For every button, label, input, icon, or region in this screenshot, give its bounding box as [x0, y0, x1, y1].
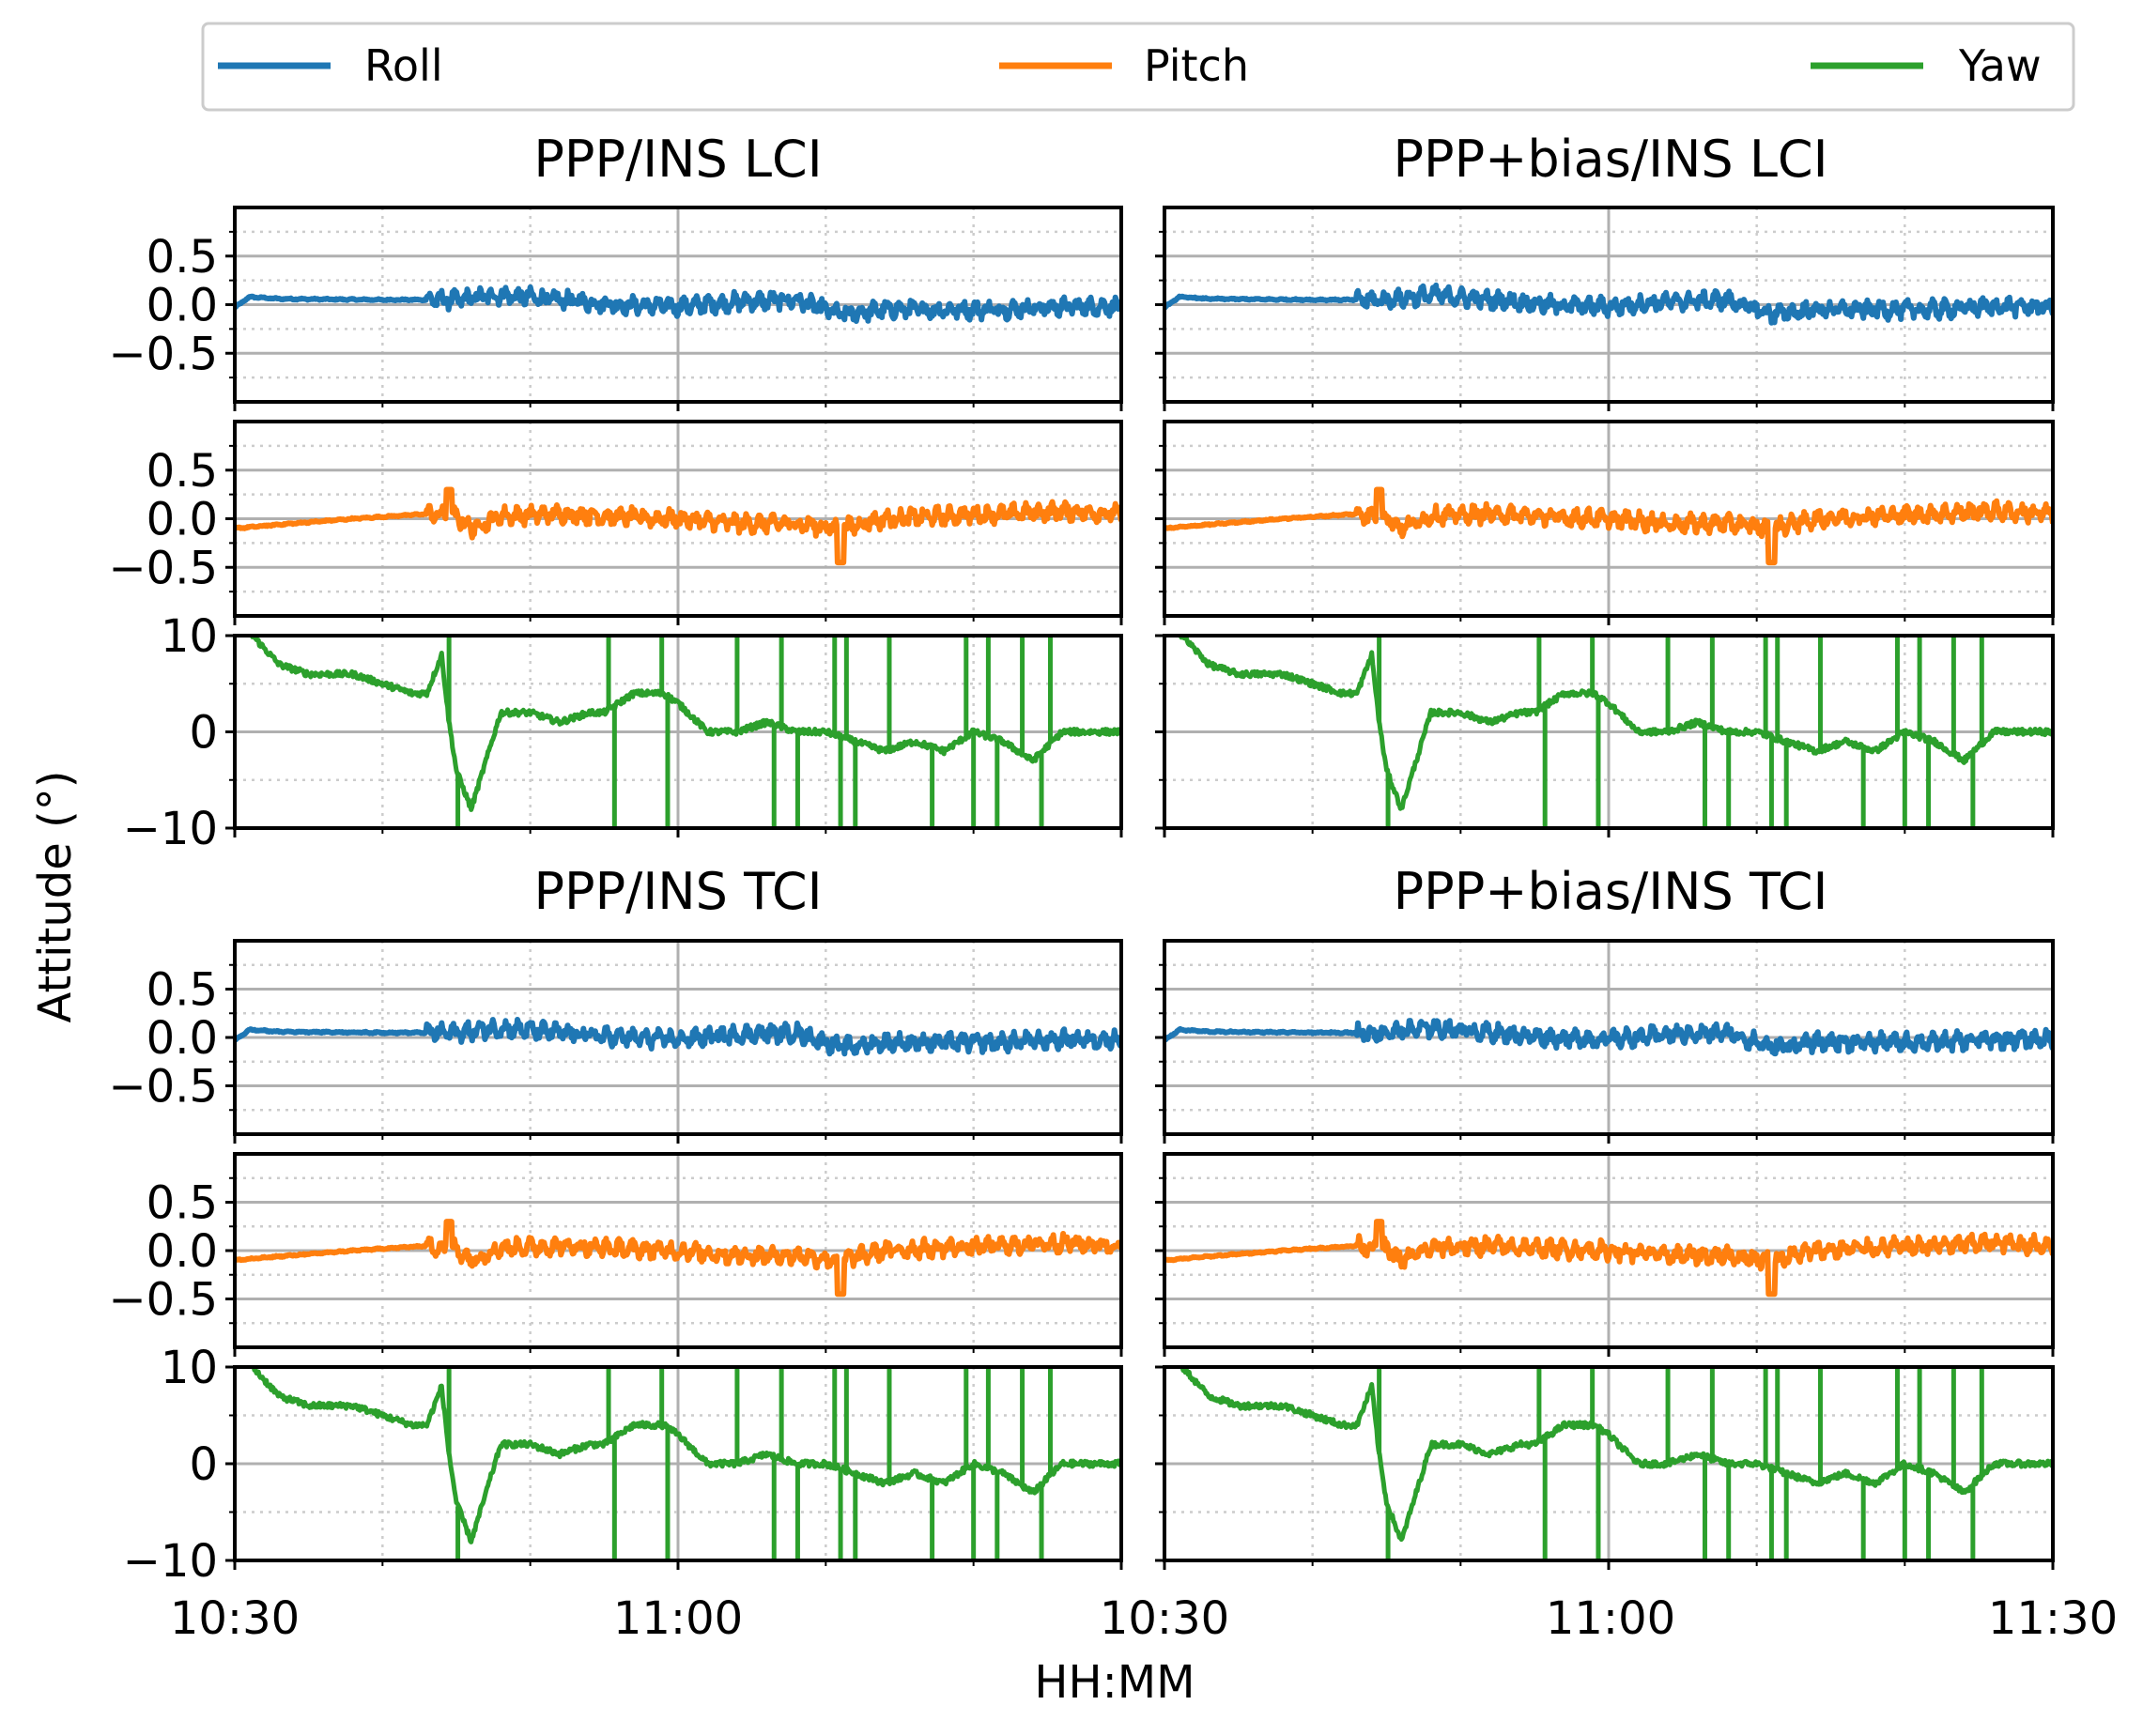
y-tick-label: 0.0 — [146, 280, 218, 332]
subplot-2-yaw: 10 0 −10 — [123, 1342, 1123, 1588]
data-line-yaw — [1177, 636, 2053, 811]
legend-label-pitch: Pitch — [1144, 40, 1249, 91]
y-tick-label: 0.5 — [146, 1177, 218, 1230]
y-tick-label: 10 — [161, 610, 218, 663]
axes-layer: 0.50.0−0.50.50.0−0.5100−100.50.0−0.50.50… — [108, 206, 2055, 1588]
y-tick-label: −0.5 — [108, 1061, 218, 1114]
y-tick-label: 0.5 — [146, 445, 218, 498]
y-tick-label: 0 — [189, 707, 218, 760]
y-tick-label: −0.5 — [108, 328, 218, 380]
subplot-3-roll — [1155, 939, 2055, 1144]
data-line-roll — [1164, 282, 2053, 326]
x-tick-label-left-1030: 10:30 — [170, 1592, 300, 1645]
x-tick-label-left-1100: 11:00 — [613, 1592, 743, 1645]
data-line-pitch — [235, 486, 1121, 566]
y-tick-label: −10 — [123, 803, 218, 855]
data-line-pitch — [1164, 486, 2053, 566]
y-tick-label: 0.0 — [146, 1012, 218, 1065]
data-line-roll — [235, 1017, 1121, 1057]
subplot-3-pitch — [1155, 1152, 2055, 1357]
x-tick-label-right-1030: 10:30 — [1100, 1592, 1229, 1645]
data-line-pitch — [1164, 1219, 2053, 1298]
legend-frame — [201, 22, 2075, 112]
subplot-2-roll: 0.50.0−0.5 — [108, 939, 1123, 1144]
y-axis-label: Attitude (°) — [29, 771, 82, 1023]
y-tick-label: −0.5 — [108, 1274, 218, 1327]
panel-title-1: PPP+bias/INS LCI — [1393, 130, 1827, 189]
subplot-0-yaw: 10 0 −10 — [123, 610, 1123, 855]
data-line-pitch — [235, 1219, 1121, 1298]
legend: Roll Pitch Yaw — [201, 22, 2075, 112]
y-tick-label: −0.5 — [108, 542, 218, 594]
subplot-0-pitch: 0.50.0−0.5 — [108, 420, 1123, 625]
panel-title-3: PPP+bias/INS TCI — [1394, 862, 1828, 921]
subplot-1-yaw — [1155, 634, 2055, 837]
y-tick-label: 0.5 — [146, 231, 218, 284]
y-tick-label: 10 — [161, 1342, 218, 1394]
panel-title-2: PPP/INS TCI — [533, 862, 822, 921]
subplot-1-roll — [1155, 206, 2055, 411]
y-tick-label: −10 — [123, 1535, 218, 1588]
legend-label-yaw: Yaw — [1958, 40, 2042, 91]
data-line-roll — [235, 284, 1121, 324]
subplot-0-roll: 0.50.0−0.5 — [108, 206, 1123, 411]
legend-label-roll: Roll — [364, 40, 443, 91]
subplot-3-yaw — [1155, 1365, 2055, 1570]
y-tick-label: 0 — [189, 1438, 218, 1491]
subplot-2-pitch: 0.50.0−0.5 — [108, 1152, 1123, 1357]
data-line-roll — [1164, 1018, 2053, 1057]
y-tick-label: 0.0 — [146, 1225, 218, 1278]
data-line-yaw — [250, 636, 1121, 812]
y-tick-label: 0.5 — [146, 964, 218, 1017]
subplot-1-pitch — [1155, 420, 2055, 625]
x-axis-label: HH:MM — [1034, 1656, 1195, 1709]
x-tick-label-right-1100: 11:00 — [1546, 1592, 1675, 1645]
panel-title-0: PPP/INS LCI — [533, 130, 822, 189]
y-tick-label: 0.0 — [146, 494, 218, 546]
x-tick-label-right-1130: 11:30 — [1988, 1592, 2118, 1645]
